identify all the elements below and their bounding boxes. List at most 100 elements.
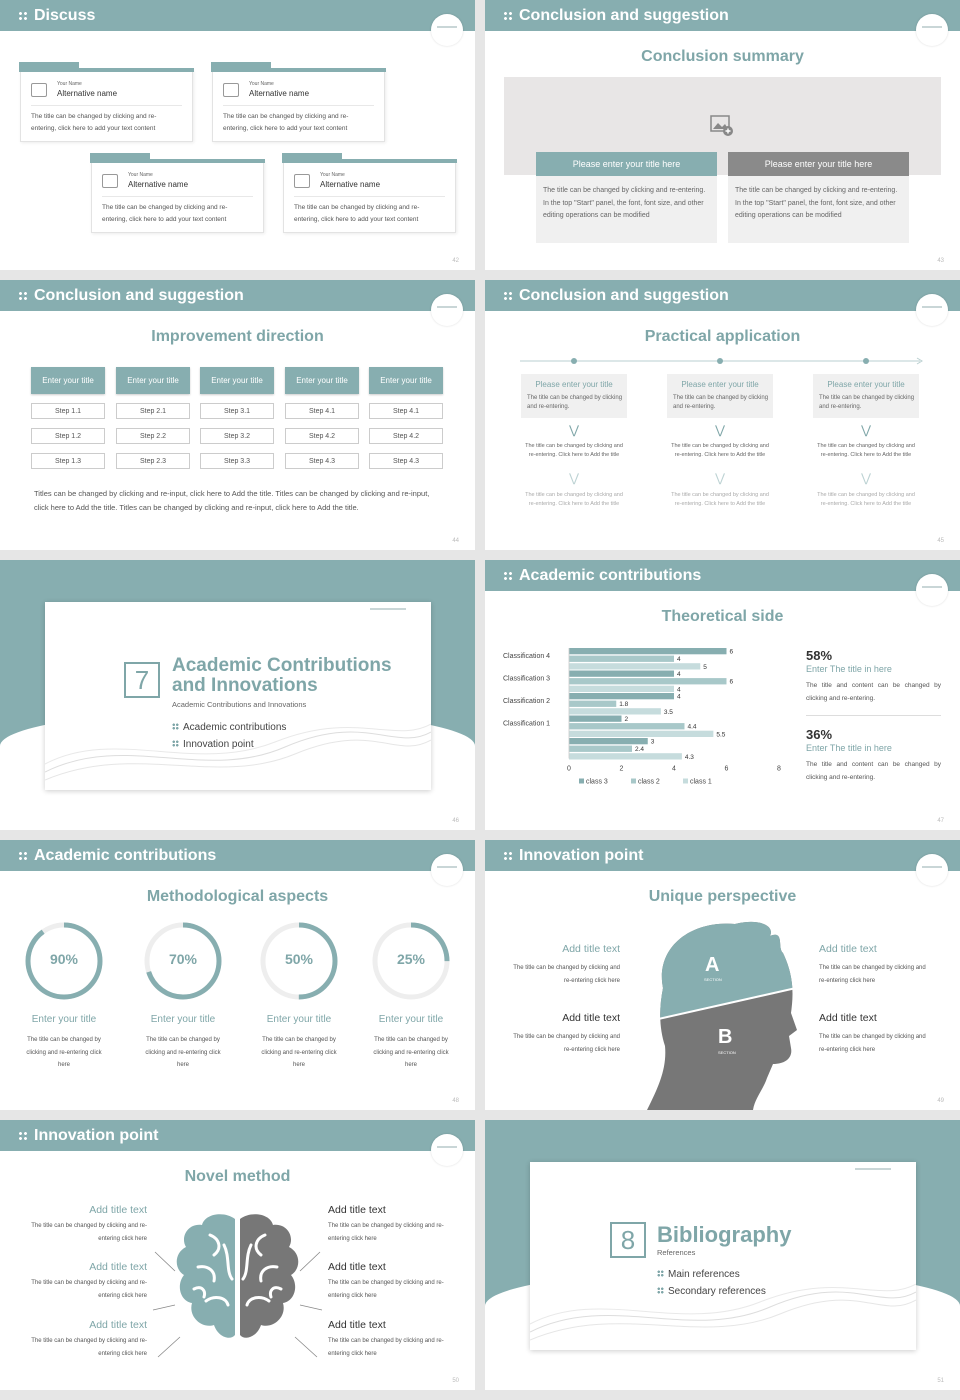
slide-header: Conclusion and suggestion [485,280,960,311]
bar [569,655,674,662]
step-box: Step 4.3 [369,453,443,469]
card-tab [211,62,271,71]
chevron-down-icon: ⋁ [569,423,579,437]
slide-50: Innovation point Novel method Add title … [0,1120,475,1390]
card-tab [282,153,342,162]
bar [569,708,661,715]
item-text: The title can be changed by clicking and… [145,1037,221,1068]
ring-fill [144,922,222,1000]
item-text: The title can be changed by clicking and… [513,965,620,984]
chevron-down-icon: ⋁ [715,423,725,437]
card-text: The title can be changed by clicking and… [223,113,349,132]
chevron-down-icon: ⋁ [569,471,579,485]
item-text: The title can be changed by clicking and… [819,1034,926,1053]
section-number: 7 [124,662,160,698]
item-text: The title can be changed by clicking and… [31,1280,147,1299]
progress-ring [372,922,450,1000]
chevron-down-icon: ⋁ [861,471,871,485]
add-image-icon [710,115,733,136]
section-subtitle: References [657,1248,696,1257]
item-text: The title can be changed by clicking and… [373,1037,449,1068]
item-text: The title can be changed by clicking and… [527,395,623,410]
step-box: Step 2.2 [116,428,190,444]
slide-44: Conclusion and suggestion Improvement di… [0,280,475,550]
card-bar [211,68,386,72]
data-label: 1.8 [619,701,628,708]
tick-label: 6 [725,766,729,773]
divider [806,715,941,716]
step-box: Step 4.1 [369,403,443,419]
data-label: 4.3 [685,754,694,761]
item-title: Enter your title [150,1014,216,1025]
ring-percent: 25% [396,951,426,967]
name-card: Your Name Alternative name The title can b… [90,153,265,233]
box-title: Please enter your title here [728,152,909,176]
item-title: Please enter your title [681,380,759,389]
item-detail: The title can be changed by clicking and… [671,492,769,507]
dots-icon [18,291,28,301]
stat-text: The title and content can be changed by … [806,761,941,781]
data-label: 2.4 [635,746,644,753]
chevron-down-icon: ⋁ [861,423,871,437]
item-text: The title can be changed by clicking and… [31,1223,147,1242]
card-tab [19,62,79,71]
card-bar [282,159,457,163]
logo-mark [370,608,406,610]
section-item: Academic contributions [172,722,286,733]
logo-badge [431,1134,463,1166]
section-subtitle: Academic Contributions and Innovations [172,700,307,709]
bar [569,685,674,692]
step-box: Step 2.3 [116,453,190,469]
slide-48: Academic contributions Methodological as… [0,840,475,1110]
name-card: Your Name Alternative name The title can b… [211,62,386,142]
legend-label: class 2 [638,779,660,786]
title-line: and Innovations [172,675,318,696]
header-title: Innovation point [34,1127,159,1144]
slide-title: Practical application [644,328,801,345]
card-divider [31,105,182,106]
bar [569,648,727,655]
bar [569,670,674,677]
data-label: 4 [677,694,681,701]
logo-badge [916,294,948,326]
data-label: 3 [651,739,655,746]
section-item: Main references [657,1269,740,1280]
tick-label: 0 [567,766,571,773]
slide-47: Academic contributions Theoretical side … [485,560,960,830]
practical-box [521,374,627,418]
step-box: Step 4.3 [285,453,359,469]
dots-icon [503,571,513,581]
section-title: Bibliography [657,1222,792,1247]
header-title: Innovation point [519,847,644,864]
card-name: Alternative name [320,180,381,189]
item-detail: The title can be changed by clicking and… [525,443,623,458]
item-text: The title can be changed by clicking and… [26,1037,102,1068]
practical-box [813,374,919,418]
header-title: Conclusion and suggestion [519,287,729,304]
page-number: 48 [452,1098,459,1104]
item-title: Add title text [819,943,877,955]
item-detail: The title can be changed by clicking and… [671,443,769,458]
page-number: 47 [937,818,944,824]
data-label: 4 [677,656,681,663]
section-card: 8 Bibliography References Main reference… [530,1162,916,1350]
section-number: 8 [610,1222,646,1258]
data-label: 3.5 [664,709,673,716]
card-divider [223,105,374,106]
slide-header: Academic contributions [0,840,475,871]
data-label: 6 [730,649,734,656]
category-label: Classification 1 [503,721,550,728]
slide-header: Academic contributions [485,560,960,591]
card-name: Alternative name [249,89,310,98]
section-caption: SECTION [704,977,722,982]
ring-fill [25,922,103,1000]
slide-header: Discuss [0,0,475,31]
data-label: 4.4 [688,724,697,731]
item-title: Enter your title [31,1014,97,1025]
item-title: Add title text [562,943,620,955]
slide-title: Novel method [184,1168,291,1185]
page-number: 42 [452,258,459,264]
item-text: The title can be changed by clicking and… [328,1338,444,1357]
bar [569,663,701,670]
dots-icon [657,1270,664,1277]
